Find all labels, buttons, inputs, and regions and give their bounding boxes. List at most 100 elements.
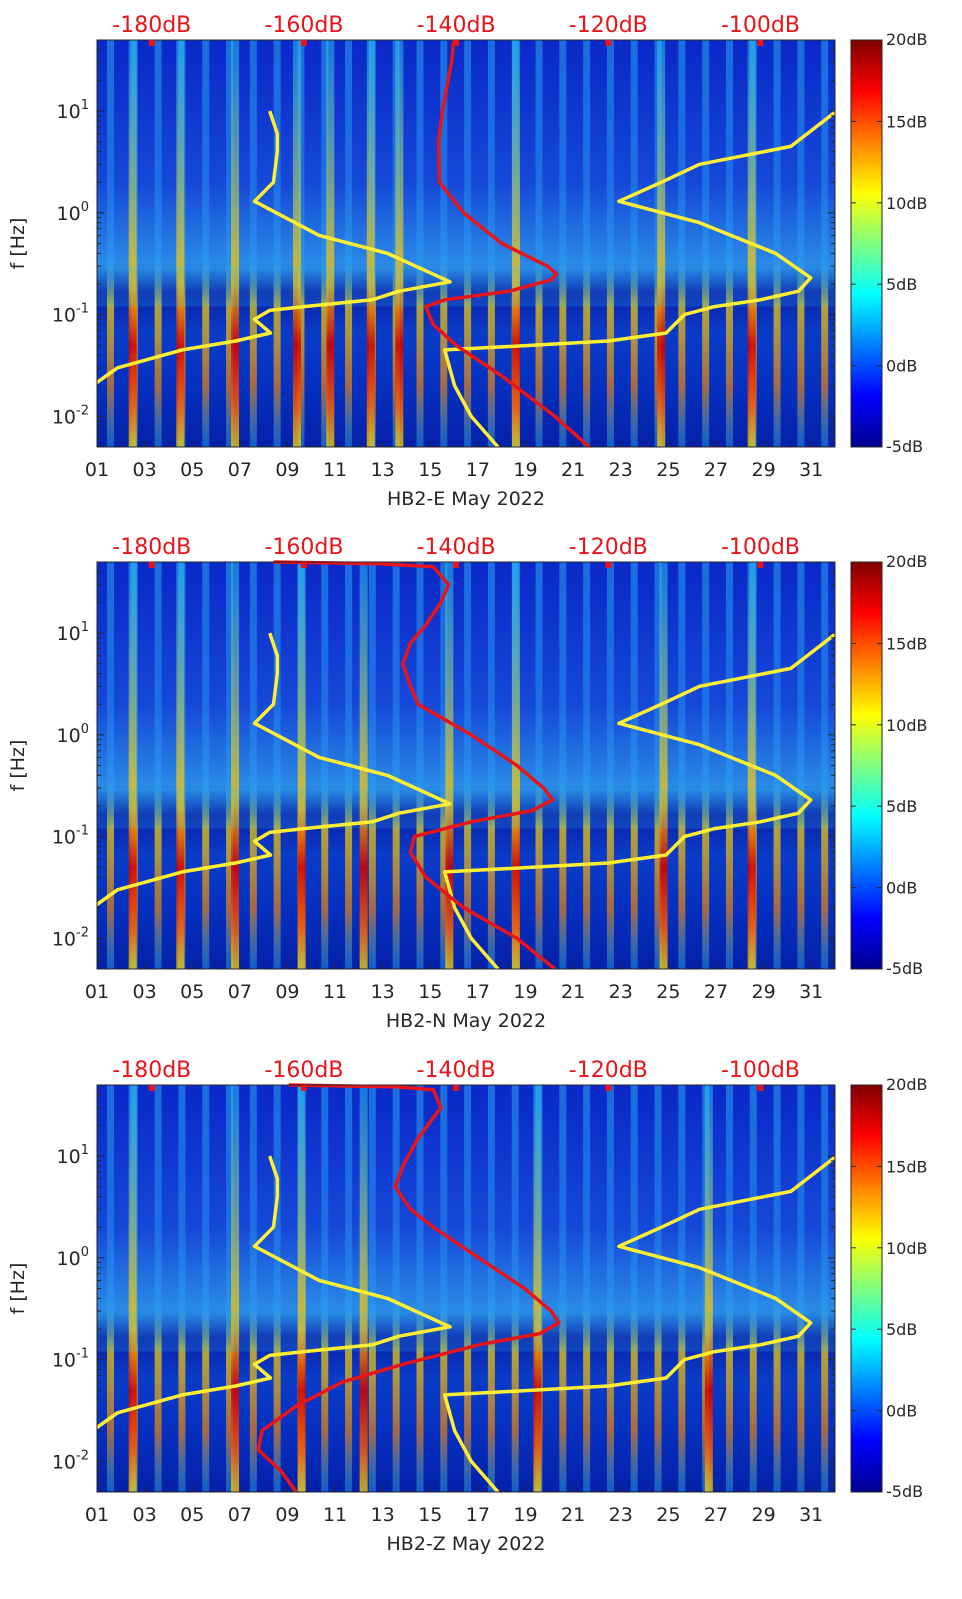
x-tick-label: 07 bbox=[228, 459, 252, 481]
day-stripe bbox=[654, 562, 662, 969]
top-axis-tick bbox=[605, 562, 612, 568]
top-axis-tick bbox=[757, 562, 764, 568]
day-stripe bbox=[797, 562, 805, 969]
day-stripe bbox=[106, 562, 114, 969]
x-tick-label: 17 bbox=[466, 981, 490, 1003]
day-stripe bbox=[702, 562, 710, 969]
top-axis-tick bbox=[453, 40, 460, 46]
day-stripe bbox=[821, 562, 829, 969]
top-axis-tick bbox=[453, 1085, 460, 1091]
x-tick-label: 01 bbox=[85, 981, 109, 1003]
x-tick-label: 23 bbox=[609, 981, 633, 1003]
day-stripe bbox=[154, 1085, 162, 1492]
day-stripe bbox=[821, 40, 829, 447]
day-stripe bbox=[464, 562, 472, 969]
day-stripe bbox=[226, 1085, 234, 1492]
panel-2: 01 03 05 07 09 11 13 15 17 19 21 23 25 27 29 31 HB2-N Ma… bbox=[7, 535, 928, 1032]
day-stripe bbox=[487, 1085, 495, 1492]
day-stripe bbox=[226, 40, 234, 447]
noise-model-line bbox=[442, 632, 835, 969]
x-axis-label: HB2-N May 2022 bbox=[386, 1010, 546, 1032]
top-axis-label: -160dB bbox=[264, 1058, 343, 1083]
x-tick-label: 29 bbox=[751, 459, 775, 481]
top-axis-tick bbox=[453, 562, 460, 568]
top-axis-label: -120dB bbox=[569, 1058, 648, 1083]
colorbar-label: 0dB bbox=[886, 879, 917, 898]
colorbar bbox=[850, 561, 883, 970]
day-stripe bbox=[106, 40, 114, 447]
day-stripe bbox=[559, 1085, 567, 1492]
x-tick-label: 31 bbox=[799, 1504, 823, 1526]
day-stripe bbox=[154, 562, 162, 969]
y-tick-label: 100 bbox=[57, 722, 89, 747]
colorbar-label: 10dB bbox=[886, 194, 928, 213]
x-tick-label: 31 bbox=[799, 981, 823, 1003]
y-tick-label: 101 bbox=[57, 620, 89, 645]
bright-day-band bbox=[292, 40, 301, 447]
day-stripe bbox=[559, 562, 567, 969]
day-stripe bbox=[416, 1085, 424, 1492]
median-psd-line bbox=[256, 1083, 561, 1492]
y-tick-label: 10-1 bbox=[52, 824, 89, 849]
top-axis-label: -100dB bbox=[721, 535, 800, 560]
day-stripe bbox=[440, 1085, 448, 1492]
day-stripe bbox=[273, 1085, 281, 1492]
bright-day-band bbox=[128, 1085, 137, 1492]
top-axis-tick bbox=[757, 40, 764, 46]
y-tick-label: 101 bbox=[57, 1143, 89, 1168]
y-tick-label: 101 bbox=[57, 98, 89, 123]
day-stripe bbox=[583, 1085, 591, 1492]
day-stripe bbox=[487, 40, 495, 447]
x-tick-label: 13 bbox=[371, 981, 395, 1003]
x-tick-label: 29 bbox=[751, 1504, 775, 1526]
x-tick-label: 27 bbox=[704, 459, 728, 481]
day-stripe bbox=[487, 562, 495, 969]
bright-day-band bbox=[176, 562, 185, 969]
top-axis-label: -140dB bbox=[417, 535, 496, 560]
day-stripe bbox=[249, 1085, 257, 1492]
median-psd-line bbox=[273, 560, 557, 969]
day-stripe bbox=[797, 1085, 805, 1492]
top-axis-tick bbox=[148, 1085, 155, 1091]
noise-model-line bbox=[97, 110, 452, 385]
noise-model-line bbox=[442, 110, 835, 447]
day-stripe bbox=[725, 562, 733, 969]
x-tick-label: 03 bbox=[133, 981, 157, 1003]
x-tick-label: 07 bbox=[228, 1504, 252, 1526]
top-axis-label: -120dB bbox=[569, 535, 648, 560]
top-axis-tick bbox=[605, 40, 612, 46]
colorbar-label: 20dB bbox=[886, 30, 928, 49]
x-tick-label: 15 bbox=[418, 1504, 442, 1526]
colorbar-label: 15dB bbox=[886, 1157, 928, 1176]
day-stripe bbox=[392, 562, 400, 969]
x-tick-label: 03 bbox=[133, 1504, 157, 1526]
colorbar bbox=[850, 1084, 883, 1493]
noise-model-line bbox=[97, 632, 452, 907]
day-stripe bbox=[154, 40, 162, 447]
noise-model-line bbox=[442, 1155, 835, 1492]
day-stripe bbox=[368, 562, 376, 969]
day-stripe bbox=[773, 562, 781, 969]
x-tick-label: 25 bbox=[656, 1504, 680, 1526]
y-tick-label: 10-1 bbox=[52, 302, 89, 327]
top-axis-label: -160dB bbox=[264, 13, 343, 38]
x-tick-label: 27 bbox=[704, 1504, 728, 1526]
bright-day-band bbox=[445, 562, 454, 969]
day-stripe bbox=[106, 1085, 114, 1492]
colorbar-label: 15dB bbox=[886, 112, 928, 131]
x-tick-label: 31 bbox=[799, 459, 823, 481]
day-stripe bbox=[773, 40, 781, 447]
bright-day-band bbox=[176, 40, 185, 447]
y-axis-label: f [Hz] bbox=[7, 1263, 29, 1315]
colorbar-label: -5dB bbox=[886, 959, 923, 978]
y-axis-label: f [Hz] bbox=[7, 218, 29, 270]
colorbar-label: 5dB bbox=[886, 1320, 917, 1339]
x-tick-label: 27 bbox=[704, 981, 728, 1003]
x-tick-label: 25 bbox=[656, 459, 680, 481]
bright-day-band bbox=[395, 40, 404, 447]
x-tick-label: 11 bbox=[323, 459, 347, 481]
colorbar-label: 0dB bbox=[886, 357, 917, 376]
x-tick-label: 13 bbox=[371, 1504, 395, 1526]
bright-day-band bbox=[231, 1085, 240, 1492]
day-stripe bbox=[226, 562, 234, 969]
